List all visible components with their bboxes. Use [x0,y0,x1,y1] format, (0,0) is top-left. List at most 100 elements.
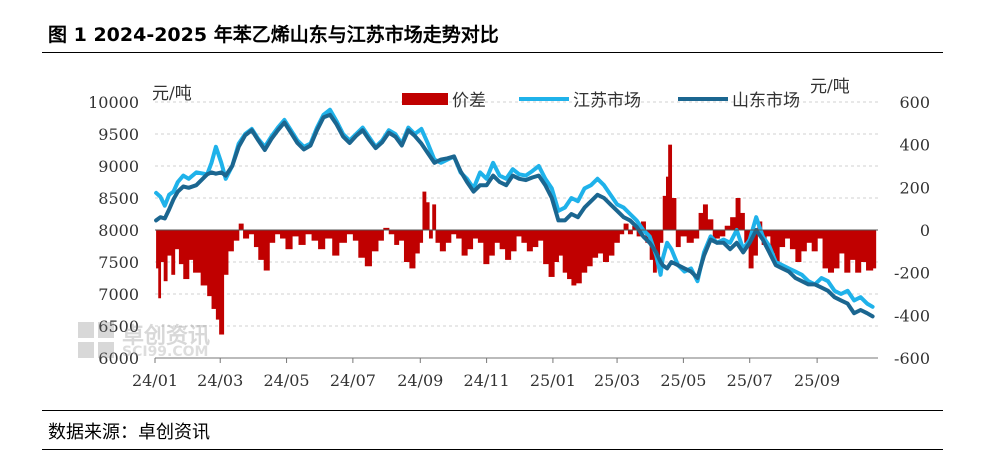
spread-bar [724,225,731,230]
spread-bar [680,230,688,237]
legend-label: 山东市场 [732,91,800,111]
spread-bar [439,230,446,252]
left-tick-label: 9000 [98,157,139,176]
spread-bar [662,195,667,230]
spread-bar [739,212,745,230]
spread-bar [526,230,533,252]
source-rule-bottom [42,449,943,450]
watermark-url: SCI99.COM [122,344,209,360]
spread-bar [445,230,452,243]
spread-bar [477,230,484,243]
spread-bar [844,230,851,273]
x-tick-label: 25/09 [794,371,840,390]
spread-bar [364,230,372,267]
x-tick-label: 25/07 [727,371,773,390]
x-tick-label: 25/03 [594,371,640,390]
spread-bar [779,230,786,248]
spread-bar [248,230,255,235]
spread-bar [174,230,180,250]
spread-bar [166,230,172,256]
spread-bar [656,230,661,256]
spread-bar [730,217,737,230]
right-axis-unit: 元/吨 [810,77,850,97]
spread-bar [838,230,845,254]
spread-bar [243,230,250,239]
spread-bar [258,230,265,260]
x-tick-label: 25/01 [530,371,576,390]
spread-bar [305,230,313,235]
spread-bar [298,230,306,245]
spread-bar [521,230,528,243]
spread-bar [269,230,276,243]
spread-bar [693,230,700,239]
axes: 6000650070007500800085009000950010000-60… [88,93,930,390]
spread-bar [488,230,495,256]
spread-bar [178,230,184,265]
spread-bar [592,230,599,258]
spread-bar [849,230,856,260]
spread-bar [394,230,400,245]
spread-bar [160,230,165,262]
spread-bar [494,230,501,243]
spread-bar [352,230,359,241]
spread-bar [332,230,340,256]
spread-bar [425,202,430,230]
spread-bar [748,230,754,269]
spread-bar [371,230,379,252]
spread-bar [712,230,720,239]
spread-bar [499,230,506,250]
spread-bar [800,230,807,252]
spread-bar [707,219,714,230]
spread-bar [784,230,791,239]
left-tick-label: 6000 [98,349,139,368]
right-tick-label: -400 [894,306,930,325]
spread-bar [274,230,281,235]
spread-bar [872,230,877,269]
spread-bar [291,230,300,237]
left-tick-label: 9500 [98,125,139,144]
spread-bar [338,230,347,243]
spread-bar [665,176,669,230]
spread-bar [548,230,555,277]
spread-bar [822,230,829,269]
spread-bar [827,230,835,273]
watermark-logo-icon [78,322,116,360]
spread-bar [467,230,474,250]
spread-bar [554,230,559,262]
spread-bar [774,230,780,265]
left-tick-label: 8500 [98,189,139,208]
spread-bar [461,230,468,256]
spread-bar [752,230,758,256]
spread-bar [324,230,333,239]
left-tick-label: 6500 [98,317,139,336]
spread-bar [200,230,208,286]
spread-bar [311,230,319,241]
spread-bar [171,230,176,275]
right-tick-label: 400 [899,136,930,155]
spread-bar [215,230,220,320]
spread-bar [403,230,411,262]
spread-bar [619,230,625,235]
spread-bar [806,230,813,243]
legend-label: 价差 [452,91,486,111]
spread-bar [586,230,593,267]
spread-bar [233,230,240,241]
spread-bar [163,230,168,282]
spread-bar [719,230,726,237]
spread-bar [860,230,867,262]
spread-bar [358,230,366,258]
spread-bar [432,204,437,230]
spread-bar [735,198,741,230]
spread-bar [227,230,234,252]
spread-bar [833,230,840,269]
spread-bar [866,230,874,271]
spread-bar [156,230,159,269]
left-tick-label: 7000 [98,285,139,304]
spread-bar [510,230,517,252]
spread-bar [435,230,441,243]
price-lines [154,107,875,319]
spread-bar [623,223,629,230]
spread-bar [602,230,609,262]
data-source: 数据来源：卓创资讯 [48,422,210,443]
